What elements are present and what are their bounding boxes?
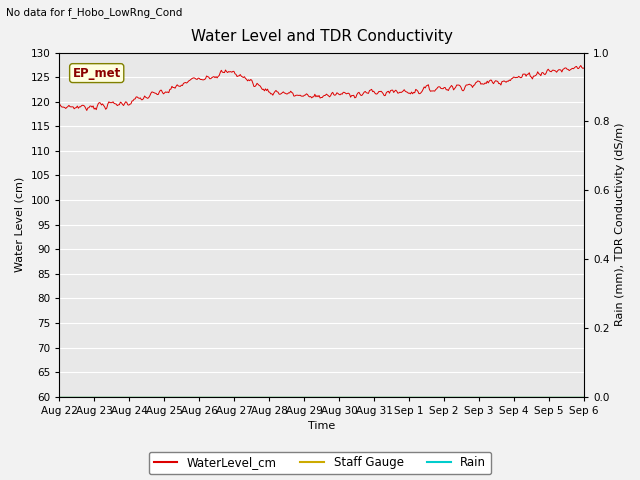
Text: EP_met: EP_met [72,67,121,80]
Y-axis label: Rain (mm), TDR Conductivity (dS/m): Rain (mm), TDR Conductivity (dS/m) [615,123,625,326]
Legend: WaterLevel_cm, Staff Gauge, Rain: WaterLevel_cm, Staff Gauge, Rain [149,452,491,474]
Title: Water Level and TDR Conductivity: Water Level and TDR Conductivity [191,29,452,44]
Y-axis label: Water Level (cm): Water Level (cm) [15,177,25,272]
X-axis label: Time: Time [308,421,335,432]
Text: No data for f_Hobo_LowRng_Cond: No data for f_Hobo_LowRng_Cond [6,7,183,18]
